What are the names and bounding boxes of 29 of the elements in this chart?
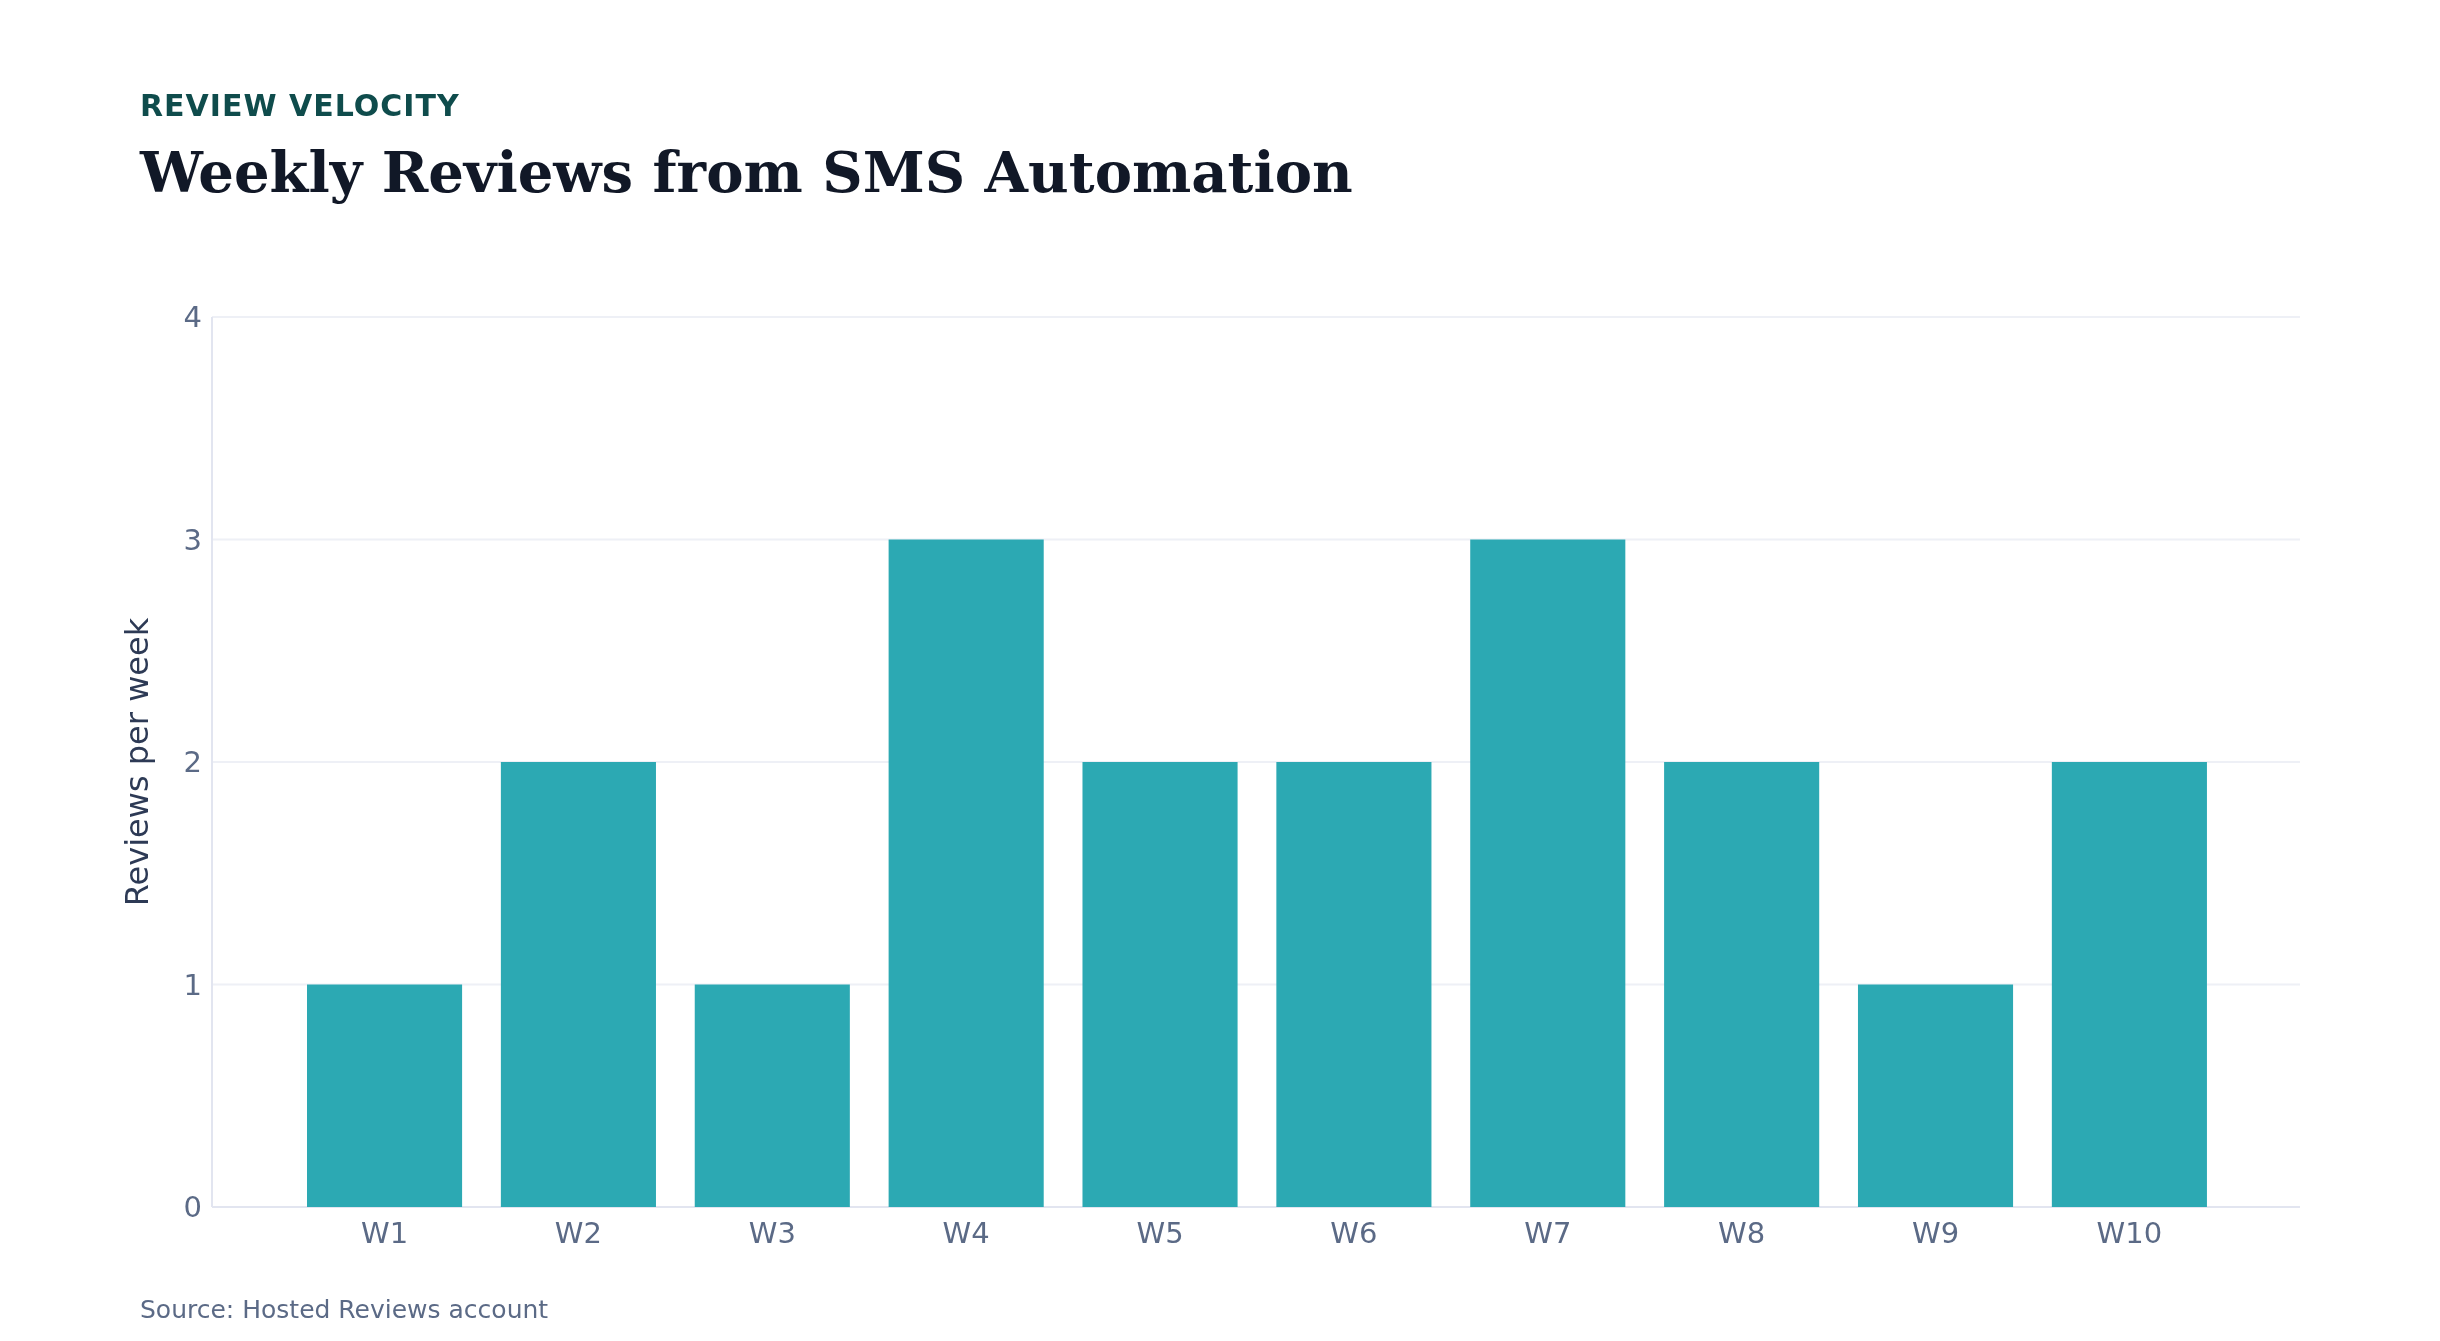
x-tick-label: W2: [554, 1216, 602, 1250]
x-tick-label: W3: [748, 1216, 796, 1250]
bar: [1664, 762, 1820, 1207]
bar: [500, 762, 656, 1207]
x-tick-label: W1: [360, 1216, 409, 1250]
chart-subtitle: REVIEW VELOCITY: [140, 88, 460, 123]
bar: [307, 984, 463, 1207]
y-axis-title: Reviews per week: [118, 617, 156, 907]
x-tick-label: W6: [1330, 1216, 1378, 1250]
bar: [1276, 762, 1432, 1207]
x-tick-label: W8: [1718, 1216, 1766, 1250]
bar: [1082, 762, 1238, 1207]
bar: [694, 984, 850, 1207]
y-tick-label: 2: [183, 745, 202, 780]
chart-title: Weekly Reviews from SMS Automation: [139, 139, 1353, 205]
x-tick-label: W5: [1136, 1216, 1184, 1250]
x-tick-label: W7: [1524, 1216, 1572, 1250]
x-tick-label: W4: [942, 1216, 990, 1250]
bar: [2051, 762, 2207, 1207]
x-tick-label: W10: [2096, 1216, 2163, 1250]
y-tick-label: 3: [183, 522, 202, 557]
bar: [1470, 539, 1626, 1207]
y-tick-label: 1: [183, 967, 202, 1002]
y-tick-label: 0: [183, 1190, 202, 1225]
x-tick-label: W9: [1911, 1216, 1960, 1250]
source-note: Source: Hosted Reviews account: [140, 1295, 549, 1324]
bar: [888, 539, 1044, 1207]
y-tick-label: 4: [183, 300, 202, 335]
bar: [1857, 984, 2014, 1207]
